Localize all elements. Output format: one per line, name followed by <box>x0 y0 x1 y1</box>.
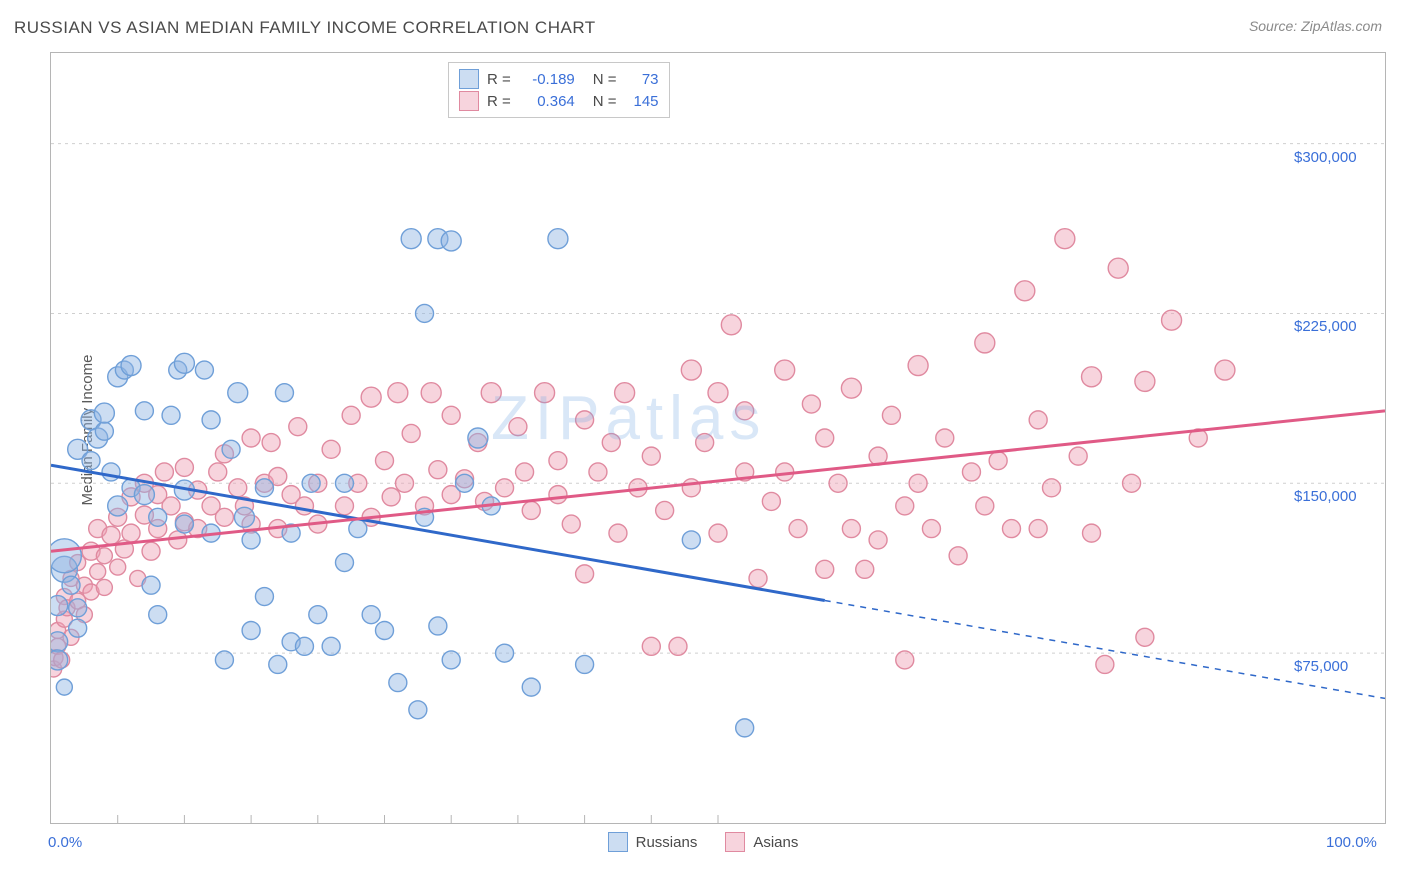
plot-area: ZIPatlas <box>50 52 1386 824</box>
source-attribution: Source: ZipAtlas.com <box>1249 18 1382 34</box>
swatch-russians <box>459 69 479 89</box>
legend-row-russians: R = -0.189 N = 73 <box>459 68 659 90</box>
swatch-russians-icon <box>608 832 628 852</box>
n-value-asians: 145 <box>625 93 659 110</box>
y-tick-label: $75,000 <box>1294 658 1348 675</box>
r-value-russians: -0.189 <box>519 71 575 88</box>
swatch-asians-icon <box>725 832 745 852</box>
swatch-asians <box>459 91 479 111</box>
r-label: R = <box>487 93 511 110</box>
n-label: N = <box>593 93 617 110</box>
r-label: R = <box>487 71 511 88</box>
plot-svg <box>51 53 1385 823</box>
y-tick-label: $225,000 <box>1294 318 1357 335</box>
legend-label-russians: Russians <box>636 834 698 851</box>
y-tick-label: $300,000 <box>1294 149 1357 166</box>
source-name: ZipAtlas.com <box>1301 18 1382 34</box>
legend-row-asians: R = 0.364 N = 145 <box>459 90 659 112</box>
series-legend: Russians Asians <box>0 832 1406 852</box>
n-value-russians: 73 <box>625 71 659 88</box>
correlation-legend: R = -0.189 N = 73 R = 0.364 N = 145 <box>448 62 670 118</box>
source-prefix: Source: <box>1249 18 1301 34</box>
n-label: N = <box>593 71 617 88</box>
chart-container: RUSSIAN VS ASIAN MEDIAN FAMILY INCOME CO… <box>0 0 1406 892</box>
chart-title: RUSSIAN VS ASIAN MEDIAN FAMILY INCOME CO… <box>14 18 596 38</box>
legend-label-asians: Asians <box>753 834 798 851</box>
r-value-asians: 0.364 <box>519 93 575 110</box>
legend-item-russians: Russians <box>608 832 698 852</box>
legend-item-asians: Asians <box>725 832 798 852</box>
y-tick-label: $150,000 <box>1294 488 1357 505</box>
